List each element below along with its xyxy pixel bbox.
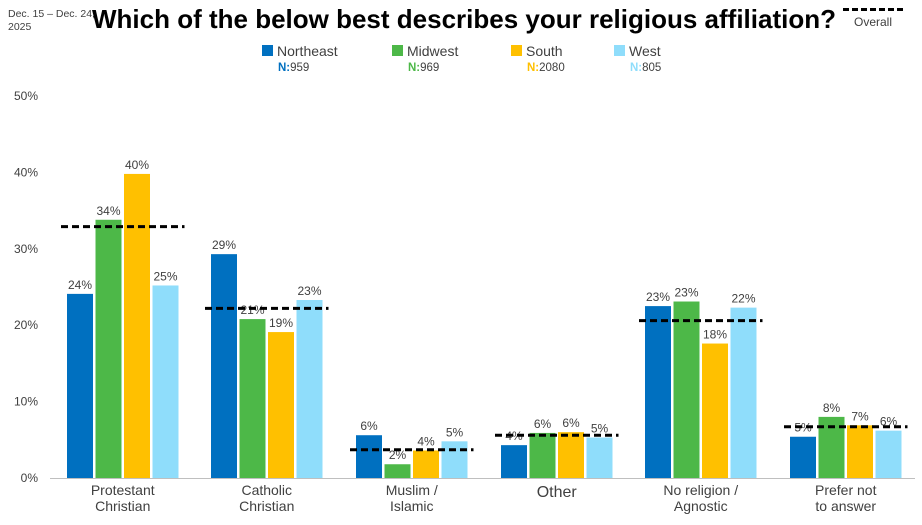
bar xyxy=(124,173,150,479)
data-label: 23% xyxy=(674,286,698,300)
data-label: 19% xyxy=(269,316,293,330)
legend-series-name: Midwest xyxy=(407,42,459,59)
bar xyxy=(586,437,613,478)
data-label: 4% xyxy=(417,434,435,448)
y-tick-label: 50% xyxy=(14,89,38,103)
data-label: 4% xyxy=(505,429,523,443)
data-label: 6% xyxy=(534,417,552,431)
bar xyxy=(296,299,323,478)
data-label: 8% xyxy=(823,401,841,415)
bar xyxy=(875,430,902,478)
category-label: Muslim / Islamic xyxy=(386,482,438,514)
legend-series-name: West xyxy=(629,42,661,59)
legend-item-midwest: Midwest N:969 xyxy=(392,42,458,74)
bar xyxy=(67,293,93,478)
y-tick-label: 0% xyxy=(21,471,39,485)
y-tick-label: 20% xyxy=(14,318,38,332)
legend-swatch-icon xyxy=(614,45,625,57)
category-label: No religion / Agnostic xyxy=(663,482,738,514)
bar xyxy=(413,450,439,478)
legend-series-name: South xyxy=(526,42,563,59)
legend-swatch-icon xyxy=(392,45,403,57)
bar xyxy=(673,301,700,478)
data-label: 2% xyxy=(389,448,407,462)
overall-dashed-line-icon xyxy=(843,8,903,11)
bar xyxy=(95,219,122,478)
bar xyxy=(702,343,728,478)
category-label: Catholic Christian xyxy=(239,482,294,514)
overall-legend-label: Overall xyxy=(853,15,892,29)
data-label: 6% xyxy=(360,419,378,433)
data-label: 7% xyxy=(851,409,869,423)
bar xyxy=(152,285,179,478)
legend-item-west: West N:805 xyxy=(614,42,661,74)
data-label: 23% xyxy=(297,284,321,298)
category-label: Protestant Christian xyxy=(91,482,155,514)
legend-sample-size: N:969 xyxy=(408,62,440,74)
bar xyxy=(268,332,294,478)
data-label: 6% xyxy=(880,415,898,429)
data-label: 25% xyxy=(153,269,177,283)
legend-series-name: Northeast xyxy=(277,42,338,59)
bar xyxy=(356,435,382,478)
data-label: 40% xyxy=(125,158,149,172)
legend-item-south: South N:2080 xyxy=(511,42,565,74)
legend-sample-size: N:2080 xyxy=(527,62,565,74)
bar xyxy=(441,441,468,478)
date-range: Dec. 15 – Dec. 24, 2025 xyxy=(8,8,95,33)
bar xyxy=(211,254,237,478)
legend-sample-size: N:959 xyxy=(278,62,310,74)
data-label: 5% xyxy=(591,422,609,436)
legend-swatch-icon xyxy=(262,45,273,57)
data-label: 5% xyxy=(794,421,812,435)
bar xyxy=(501,445,527,478)
bar xyxy=(384,464,411,478)
y-tick-label: 10% xyxy=(14,395,38,409)
data-label: 18% xyxy=(703,328,727,342)
y-tick-label: 30% xyxy=(14,242,38,256)
data-label: 29% xyxy=(212,238,236,252)
legend-sample-size: N:805 xyxy=(630,62,662,74)
category-label: Prefer not to answer xyxy=(815,482,877,514)
bar xyxy=(529,432,556,478)
category-label: Other xyxy=(537,484,578,501)
bar xyxy=(645,306,671,478)
chart-title: Which of the below best describes your r… xyxy=(92,4,836,34)
bar xyxy=(239,319,266,478)
overall-legend: Overall xyxy=(838,8,908,29)
bar xyxy=(847,425,873,478)
legend-swatch-icon xyxy=(511,45,522,57)
data-label: 34% xyxy=(96,204,120,218)
bar xyxy=(790,436,816,478)
data-label: 24% xyxy=(68,278,92,292)
data-label: 23% xyxy=(646,290,670,304)
legend-item-northeast: Northeast N:959 xyxy=(262,42,338,74)
y-tick-label: 40% xyxy=(14,165,38,179)
bar xyxy=(730,307,757,478)
data-label: 21% xyxy=(240,303,264,317)
data-label: 6% xyxy=(562,416,580,430)
data-label: 5% xyxy=(446,425,464,439)
bar xyxy=(558,432,584,478)
data-label: 22% xyxy=(731,292,755,306)
